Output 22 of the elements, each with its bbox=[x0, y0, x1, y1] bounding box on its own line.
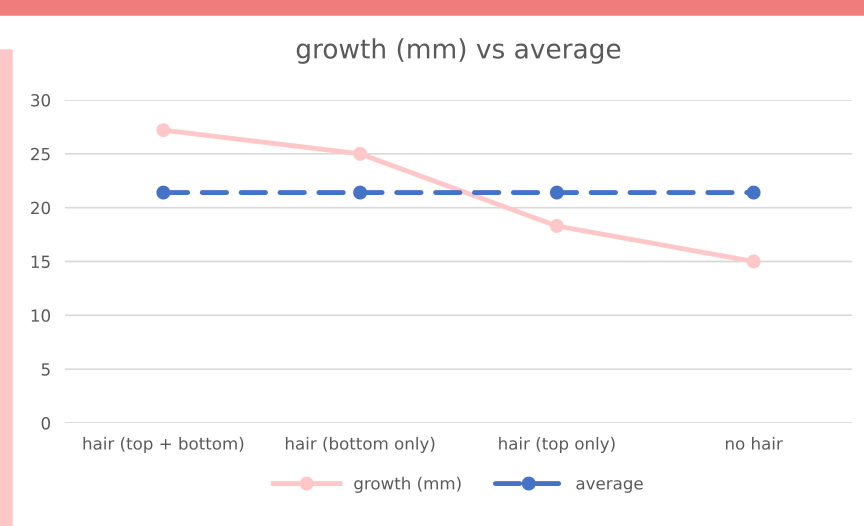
point bbox=[353, 146, 368, 161]
y-tick-label: 5 bbox=[42, 363, 50, 376]
point bbox=[353, 186, 368, 200]
chart-title: growth (mm) vs average bbox=[296, 38, 620, 64]
point bbox=[156, 186, 170, 200]
x-tick-label: hair (top + bottom) bbox=[84, 436, 244, 454]
x-tick-label: hair (top only) bbox=[499, 436, 615, 454]
point bbox=[550, 219, 564, 233]
y-tick-label: 30 bbox=[31, 94, 50, 107]
y-tick-label: 15 bbox=[32, 256, 50, 268]
point bbox=[550, 186, 564, 200]
legend-label: growth (mm) bbox=[354, 476, 461, 493]
x-tick-label: hair (bottom only) bbox=[286, 436, 434, 454]
point bbox=[156, 123, 170, 138]
legend-label: average bbox=[576, 480, 643, 493]
point bbox=[746, 186, 761, 200]
point bbox=[746, 254, 761, 268]
x-tick-label: no hair bbox=[726, 436, 783, 450]
y-tick-label: 0 bbox=[42, 416, 50, 430]
y-tick-label: 20 bbox=[31, 202, 50, 214]
y-tick-label: 25 bbox=[31, 148, 50, 160]
y-tick-label: 10 bbox=[32, 309, 50, 322]
